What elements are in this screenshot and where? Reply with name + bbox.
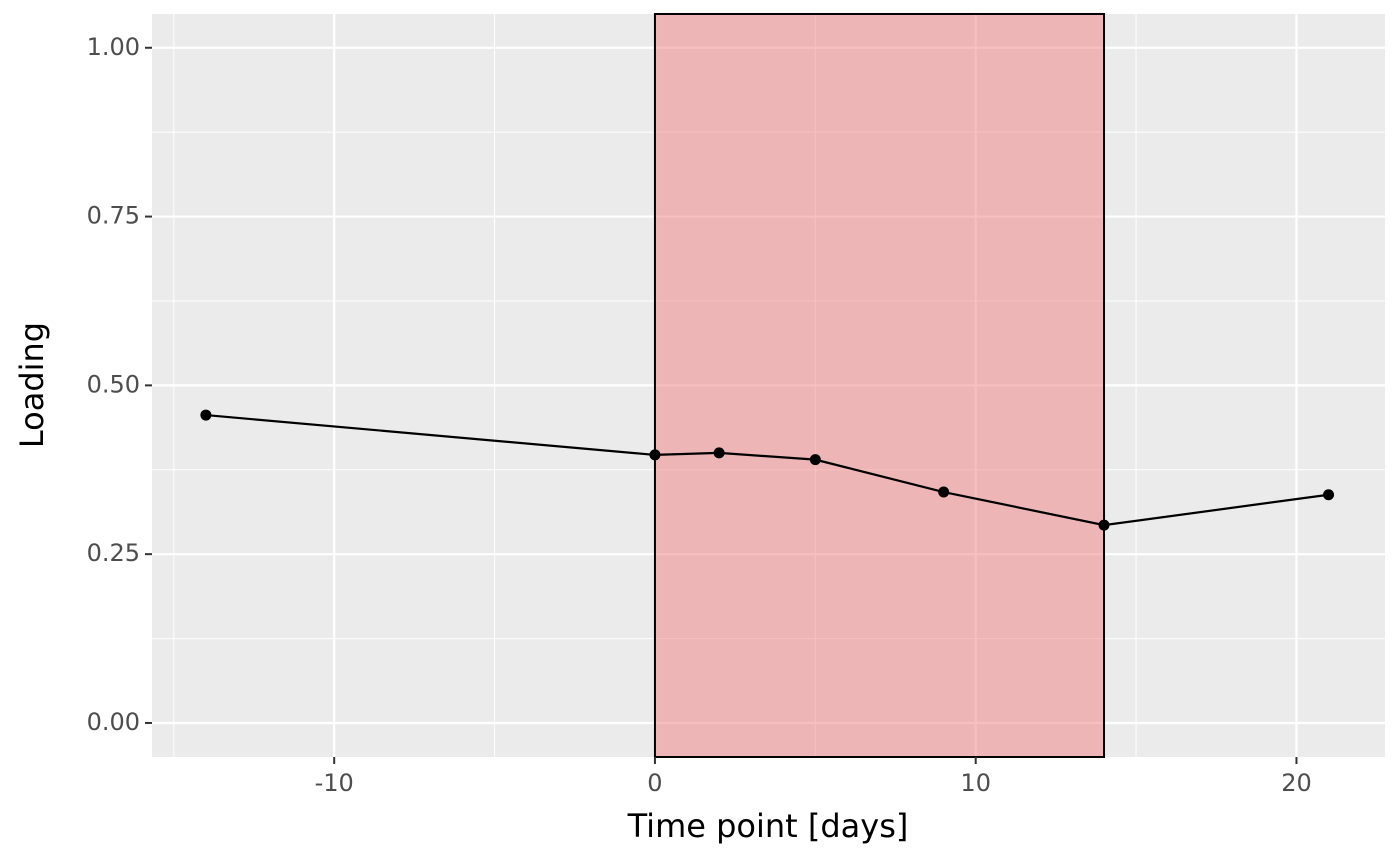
- x-tick-label: 10: [960, 769, 991, 797]
- point: [649, 449, 661, 461]
- x-tick-label: -10: [315, 769, 354, 797]
- point: [200, 409, 212, 421]
- shaded-interval: [653, 13, 1106, 758]
- marks: [200, 13, 1335, 758]
- point: [1098, 519, 1110, 531]
- x-axis-title: Time point [days]: [627, 807, 909, 845]
- x-tick-label: 0: [647, 769, 662, 797]
- y-tick-label: 0.75: [87, 202, 140, 230]
- point: [809, 454, 821, 466]
- y-tick-label: 0.50: [87, 370, 140, 398]
- x-tick-label: 20: [1281, 769, 1312, 797]
- point: [713, 447, 725, 459]
- point: [938, 486, 950, 498]
- y-axis-title: Loading: [13, 322, 51, 448]
- y-tick-label: 0.00: [87, 708, 140, 736]
- point: [1323, 489, 1335, 501]
- y-tick-label: 1.00: [87, 33, 140, 61]
- y-tick-label: 0.25: [87, 539, 140, 567]
